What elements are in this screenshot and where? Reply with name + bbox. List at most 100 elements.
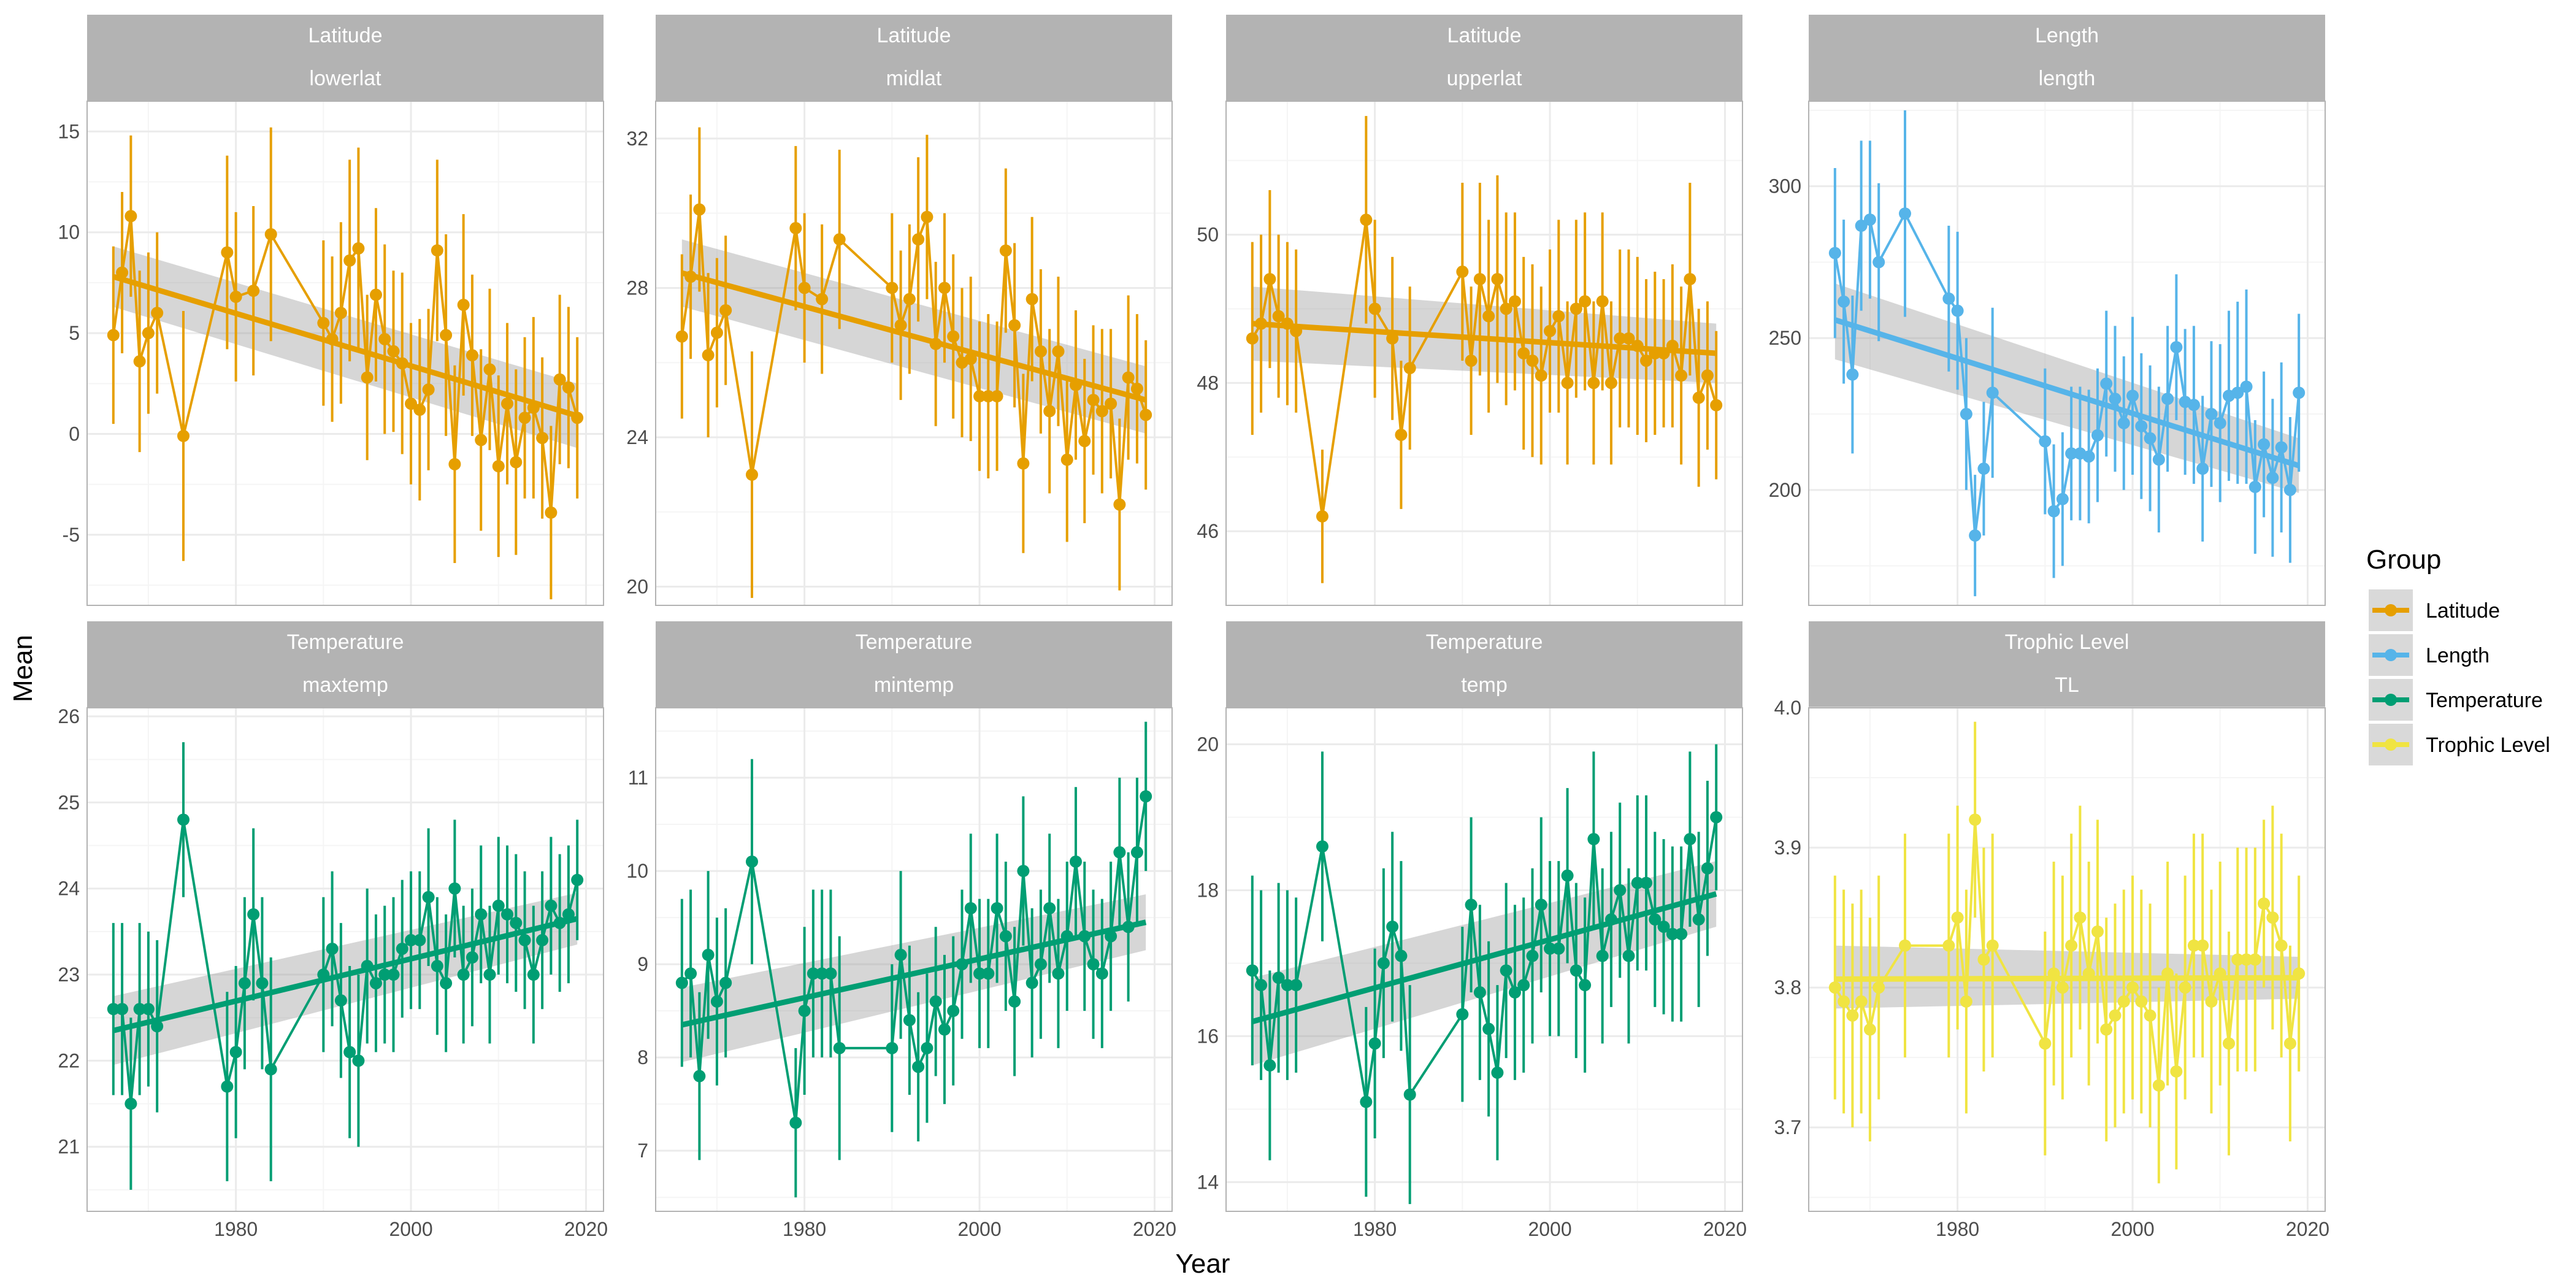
data-point xyxy=(536,933,549,946)
data-point xyxy=(2196,462,2209,475)
data-point xyxy=(1579,979,1592,992)
data-point xyxy=(2065,939,2078,952)
data-point xyxy=(1951,304,1964,317)
strip-background xyxy=(656,621,1172,708)
data-point xyxy=(2170,341,2183,354)
data-point xyxy=(1579,295,1592,308)
legend-key-point xyxy=(2385,694,2397,706)
panel-border xyxy=(1808,707,2326,1212)
data-point xyxy=(1140,790,1152,803)
data-point xyxy=(1622,949,1635,962)
data-point xyxy=(1855,220,1868,232)
data-point xyxy=(964,353,977,366)
strip-label-group: Latitude xyxy=(1447,24,1522,47)
data-point xyxy=(1570,964,1582,977)
data-point xyxy=(1552,310,1565,323)
data-point xyxy=(361,371,374,384)
data-point xyxy=(1898,939,1911,952)
data-point xyxy=(2275,441,2288,454)
data-point xyxy=(991,390,1003,403)
data-point xyxy=(1828,981,1841,994)
panel-1: Latitude lowerlat -5 0 5 10 15 xyxy=(58,15,604,606)
data-point xyxy=(2283,483,2296,496)
data-point xyxy=(177,813,190,826)
data-point xyxy=(1684,273,1696,286)
y-tick-label: 20 xyxy=(1197,733,1219,755)
data-point xyxy=(1701,369,1714,382)
data-point xyxy=(1491,273,1504,286)
data-point xyxy=(466,951,478,964)
data-point xyxy=(466,349,478,362)
legend-key-point xyxy=(2385,738,2397,751)
strip-label-variable: mintemp xyxy=(874,673,954,697)
data-point xyxy=(1960,995,1972,1008)
data-point xyxy=(2231,386,2244,399)
data-point xyxy=(903,1014,916,1027)
data-point xyxy=(1316,840,1328,853)
data-point xyxy=(2196,939,2209,952)
data-point xyxy=(1986,386,1999,399)
data-point xyxy=(1561,869,1574,882)
panel-5: Temperature maxtemp 21 22 23 24 25 26 1980 2000 20… xyxy=(58,621,608,1240)
trend-line xyxy=(1251,891,1717,1024)
trend-line xyxy=(1252,321,1717,356)
confidence-band xyxy=(1834,283,2299,493)
panel-border xyxy=(86,707,604,1212)
strip-background xyxy=(87,15,604,101)
data-point xyxy=(1692,391,1705,404)
data-point xyxy=(1500,964,1512,977)
data-point xyxy=(912,1060,925,1073)
y-tick-label: 7 xyxy=(637,1140,648,1162)
data-point xyxy=(886,282,899,294)
data-point xyxy=(1465,355,1478,367)
x-tick-label: 2000 xyxy=(389,1218,432,1240)
data-point xyxy=(483,968,496,981)
data-point xyxy=(492,460,505,473)
data-point xyxy=(1960,408,1972,421)
data-point xyxy=(1403,1088,1416,1101)
strip-label-variable: upperlat xyxy=(1447,67,1522,90)
data-point xyxy=(501,397,514,410)
trend-line xyxy=(112,274,578,419)
data-point xyxy=(2223,1037,2236,1050)
legend-item: Trophic Level xyxy=(2369,724,2550,765)
data-point xyxy=(1482,310,1495,323)
legend-item: Temperature xyxy=(2369,679,2543,721)
panel-3: Latitude upperlat 46 48 50 xyxy=(1197,15,1743,606)
data-point xyxy=(710,326,723,339)
data-point xyxy=(1130,846,1143,859)
y-tick-label: 10 xyxy=(58,221,80,243)
data-point xyxy=(1070,855,1083,868)
data-point xyxy=(947,330,960,343)
strip-background xyxy=(1226,15,1742,101)
data-point xyxy=(1491,1066,1504,1079)
y-tick-label: -5 xyxy=(63,524,80,546)
data-point xyxy=(2135,995,2148,1008)
data-point xyxy=(1873,256,1885,269)
data-point xyxy=(1649,913,1662,926)
y-tick-label: 23 xyxy=(58,964,80,986)
data-point xyxy=(1087,958,1100,971)
strip-label-group: Latitude xyxy=(309,24,383,47)
data-point xyxy=(1052,967,1065,980)
data-point xyxy=(247,908,260,921)
data-point xyxy=(710,995,723,1008)
data-point xyxy=(1281,979,1294,992)
data-point xyxy=(1377,957,1390,970)
data-point xyxy=(938,282,951,294)
panel-border xyxy=(86,101,604,606)
data-point xyxy=(1587,833,1600,846)
data-point xyxy=(1657,920,1670,933)
data-point xyxy=(807,967,819,980)
data-point xyxy=(1395,949,1408,962)
data-point xyxy=(2275,939,2288,952)
data-point xyxy=(1969,813,1982,826)
data-point xyxy=(1863,213,1876,226)
y-tick-label: 16 xyxy=(1197,1025,1219,1047)
data-point xyxy=(1500,302,1512,315)
data-point xyxy=(1368,302,1381,315)
data-point xyxy=(789,1116,802,1129)
y-tick-label: 28 xyxy=(626,277,648,299)
data-point xyxy=(256,977,269,990)
panel-border xyxy=(1808,101,2326,606)
